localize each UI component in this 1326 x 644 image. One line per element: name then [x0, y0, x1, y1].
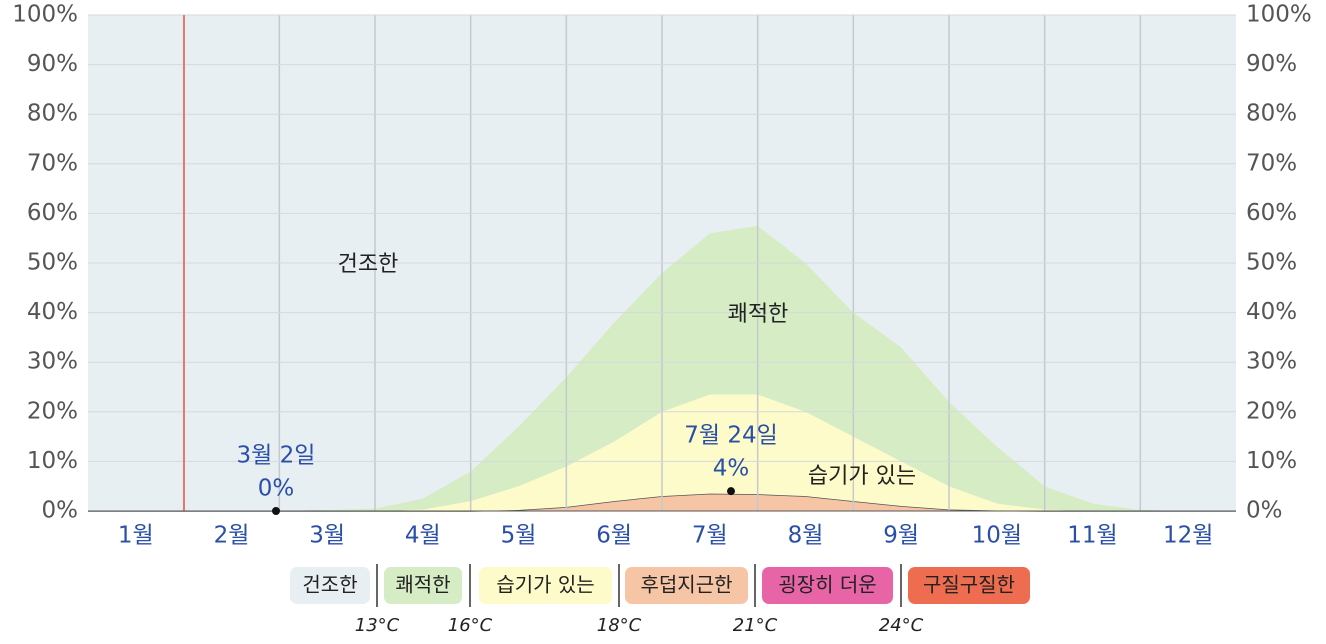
- y-tick-label: 60%: [27, 200, 78, 226]
- annotation-point: [272, 507, 280, 515]
- y2-tick-label: 90%: [1246, 51, 1297, 77]
- y2-tick-label: 100%: [1246, 2, 1312, 28]
- legend-swatch: [384, 567, 462, 604]
- y2-tick-label: 80%: [1246, 101, 1297, 127]
- annotation-date: 7월 24일: [684, 423, 778, 449]
- x-tick-label: 2월: [214, 523, 250, 549]
- x-tick-label: 12월: [1163, 523, 1213, 549]
- legend-swatch: [625, 567, 748, 604]
- y2-tick-label: 40%: [1246, 299, 1297, 325]
- threshold-label: 21°C: [733, 615, 778, 636]
- y2-tick-label: 50%: [1246, 250, 1297, 276]
- legend-swatch: [479, 567, 612, 604]
- y-tick-label: 100%: [12, 2, 78, 28]
- legend-swatch: [290, 567, 370, 604]
- y-tick-label: 50%: [27, 250, 78, 276]
- y2-tick-label: 20%: [1246, 398, 1297, 424]
- y2-tick-label: 60%: [1246, 200, 1297, 226]
- area-label: 쾌적한: [728, 302, 789, 327]
- x-tick-label: 4월: [405, 523, 441, 549]
- y2-tick-label: 10%: [1246, 448, 1297, 474]
- y-tick-label: 70%: [27, 150, 78, 176]
- x-tick-label: 10월: [972, 523, 1022, 549]
- x-tick-label: 1월: [118, 523, 154, 549]
- y-tick-label: 80%: [27, 101, 78, 127]
- x-tick-label: 6월: [596, 523, 632, 549]
- threshold-label: 13°C: [355, 615, 400, 636]
- annotation-date: 3월 2일: [237, 443, 316, 469]
- legend-label: 후덥지근한: [641, 573, 733, 597]
- annotation-value: 0%: [258, 476, 295, 502]
- legend-label: 쾌적한: [395, 573, 450, 597]
- area-label: 건조한: [338, 252, 399, 277]
- legend-label: 구질구질한: [923, 573, 1015, 597]
- legend-label: 습기가 있는: [496, 573, 594, 597]
- annotation-point: [727, 487, 735, 496]
- legend-swatch: [762, 567, 893, 604]
- x-tick-label: 11월: [1067, 523, 1117, 549]
- legend-label: 건조한: [302, 573, 357, 597]
- legend-swatch: [908, 567, 1030, 604]
- x-tick-label: 3월: [309, 523, 345, 549]
- y-tick-label: 40%: [27, 299, 78, 325]
- area-label: 습기가 있는: [808, 464, 916, 489]
- annotation-value: 4%: [713, 456, 750, 482]
- x-tick-label: 8월: [788, 523, 824, 549]
- x-tick-label: 5월: [501, 523, 537, 549]
- y-tick-label: 0%: [42, 498, 79, 524]
- y2-tick-label: 0%: [1246, 498, 1283, 524]
- y2-tick-label: 70%: [1246, 150, 1297, 176]
- legend-label: 굉장히 더운: [778, 573, 876, 597]
- x-tick-label: 7월: [692, 523, 728, 549]
- y-tick-label: 30%: [27, 349, 78, 375]
- y-tick-label: 20%: [27, 398, 78, 424]
- threshold-label: 16°C: [448, 615, 493, 636]
- threshold-label: 24°C: [879, 615, 924, 636]
- x-tick-label: 9월: [883, 523, 919, 549]
- y2-tick-label: 30%: [1246, 349, 1297, 375]
- threshold-label: 18°C: [597, 615, 642, 636]
- y-tick-label: 10%: [27, 448, 78, 474]
- y-tick-label: 90%: [27, 51, 78, 77]
